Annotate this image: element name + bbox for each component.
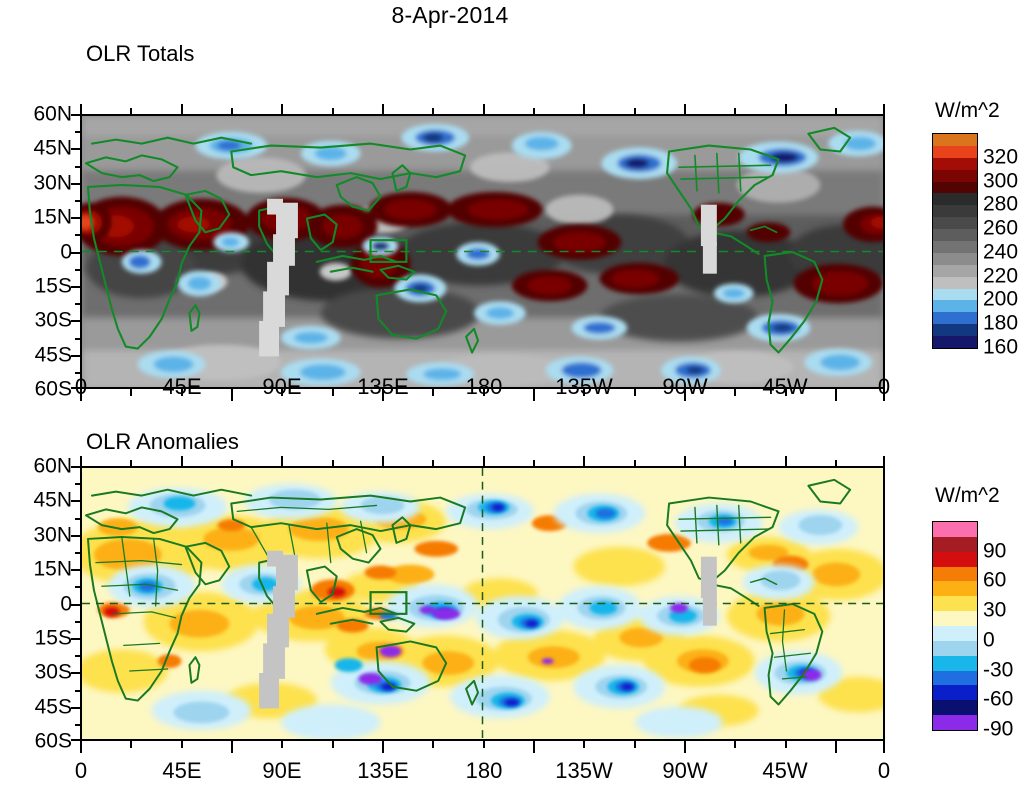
y-tick-label: 45S xyxy=(34,343,72,367)
colorbar-anomalies[interactable] xyxy=(932,521,978,731)
colorbar-band xyxy=(933,611,977,627)
x-tick-label: 45W xyxy=(762,374,808,399)
y-tick-label: 60S xyxy=(34,377,72,401)
y-tick-label: 30N xyxy=(33,523,72,547)
colorbar-tick-label: 260 xyxy=(983,216,1019,240)
colorbar-tick-label: 240 xyxy=(983,240,1019,264)
colorbar-tick-label: 280 xyxy=(983,192,1019,216)
colorbar-tick-label: -60 xyxy=(983,687,1014,711)
y-tick-label: 45S xyxy=(34,695,72,719)
colorbar-tick-label: -90 xyxy=(983,717,1014,741)
colorbar-band xyxy=(933,640,977,657)
colorbar-tick-label: 30 xyxy=(983,598,1007,622)
panel-olr-totals: OLR Totals 60N 45N 30N 15N 0 15S 30S 45S… xyxy=(0,36,1027,411)
x-tick-label: 0 xyxy=(74,374,88,399)
colorbar-tick-label: 180 xyxy=(983,311,1019,335)
panel-title-anomalies: OLR Anomalies xyxy=(86,429,239,454)
y-tick-label: 0 xyxy=(60,240,72,263)
colorbar-tick-label: 0 xyxy=(983,628,995,652)
colorbar-band xyxy=(933,536,977,553)
colorbar-tick-label: 160 xyxy=(983,335,1019,359)
colorbar-totals[interactable] xyxy=(932,133,978,349)
colorbar-band xyxy=(933,566,977,583)
x-tick-label: 45E xyxy=(162,374,202,399)
panel-title-totals: OLR Totals xyxy=(86,41,195,66)
x-tick-label: 90W xyxy=(662,758,708,783)
x-tick-label: 0 xyxy=(877,374,891,399)
y-tick-label: 30S xyxy=(34,308,72,332)
colorbar-band xyxy=(933,626,977,642)
colorbar-tick-label: 220 xyxy=(983,264,1019,288)
colorbar-band xyxy=(933,551,977,568)
y-tick-label: 15N xyxy=(33,205,72,229)
y-tick-label: 45N xyxy=(33,488,72,512)
y-axis-labels-anomalies: 60N 45N 30N 15N 0 15S 30S 45S 60S xyxy=(0,456,72,752)
colorbar-units-anomalies: W/m^2 xyxy=(935,484,1000,507)
colorbar-band xyxy=(933,685,977,702)
map-totals[interactable] xyxy=(80,114,885,389)
y-tick-label: 15N xyxy=(33,557,72,581)
x-tick-label: 90E xyxy=(262,374,302,399)
y-tick-label: 45N xyxy=(33,136,72,160)
colorbar-tick-label: 320 xyxy=(983,145,1019,169)
colorbar-tick-label: -30 xyxy=(983,658,1014,682)
x-tick-label: 90E xyxy=(262,758,302,783)
colorbar-band xyxy=(933,670,977,687)
y-tick-label: 60N xyxy=(33,102,72,126)
colorbar-tick-label: 300 xyxy=(983,169,1019,193)
map-totals-canvas xyxy=(82,116,883,387)
y-axis-labels-totals: 60N 45N 30N 15N 0 15S 30S 45S 60S xyxy=(0,104,72,400)
panel-olr-anomalies: OLR Anomalies 60N 45N 30N 15N 0 15S 30S … xyxy=(0,424,1027,788)
y-tick-label: 60N xyxy=(33,454,72,478)
colorbar-band xyxy=(933,596,977,613)
colorbar-band xyxy=(933,715,977,730)
x-tick-label: 135W xyxy=(555,758,613,783)
y-tick-label: 15S xyxy=(34,626,72,650)
x-tick-label: 180 xyxy=(465,374,503,399)
figure-title: 8-Apr-2014 xyxy=(391,2,509,28)
map-anomalies[interactable] xyxy=(80,466,885,741)
colorbar-units-totals: W/m^2 xyxy=(935,99,1000,122)
colorbar-tick-label: 90 xyxy=(983,539,1007,563)
x-tick-label: 90W xyxy=(662,374,708,399)
y-tick-label: 15S xyxy=(34,274,72,298)
y-tick-label: 30N xyxy=(33,171,72,195)
x-tick-label: 45E xyxy=(162,758,202,783)
colorbar-band xyxy=(933,336,977,348)
x-tick-label: 0 xyxy=(877,758,891,783)
x-tick-label: 0 xyxy=(74,758,88,783)
map-anomalies-canvas xyxy=(82,468,883,739)
colorbar-band xyxy=(933,655,977,672)
x-tick-label: 135E xyxy=(357,758,409,783)
colorbar-tick-label: 200 xyxy=(983,287,1019,311)
colorbar-tick-label: 60 xyxy=(983,568,1007,592)
x-tick-label: 45W xyxy=(762,758,808,783)
y-tick-label: 30S xyxy=(34,660,72,684)
colorbar-band xyxy=(933,700,977,717)
y-tick-label: 60S xyxy=(34,729,72,753)
x-tick-label: 180 xyxy=(465,758,503,783)
colorbar-band xyxy=(933,522,977,538)
x-tick-label: 135W xyxy=(555,374,613,399)
x-tick-label: 135E xyxy=(357,374,409,399)
y-tick-label: 0 xyxy=(60,592,72,615)
colorbar-band xyxy=(933,581,977,598)
